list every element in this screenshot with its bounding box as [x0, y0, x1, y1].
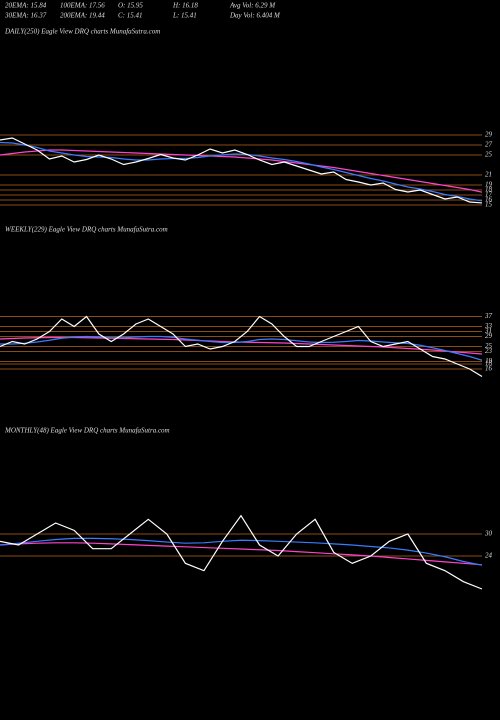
- stat-label: Avg Vol: 6.29 M: [229, 2, 276, 10]
- price-line: [0, 514, 483, 590]
- y-tick-label: 15: [485, 201, 493, 209]
- y-tick-label: 27: [485, 141, 493, 149]
- y-tick-label: 19: [485, 357, 493, 365]
- y-tick-label: 31: [484, 327, 492, 335]
- y-tick-label: 25: [485, 342, 493, 350]
- y-tick-label: 33: [484, 322, 493, 330]
- y-tick-label: 37: [484, 312, 493, 320]
- y-tick-label: 19: [485, 181, 493, 189]
- y-tick-label: 17: [485, 191, 493, 199]
- price-line: [0, 141, 483, 202]
- y-tick-label: 21: [485, 171, 492, 179]
- y-tick-label: 29: [485, 332, 493, 340]
- y-tick-label: 29: [485, 131, 493, 139]
- y-tick-label: 16: [485, 365, 493, 373]
- y-tick-label: 24: [485, 552, 493, 560]
- y-tick-label: 16: [485, 196, 493, 204]
- stat-label: H: 16.18: [172, 2, 198, 10]
- stat-label: O: 15.95: [118, 2, 143, 10]
- stat-label: L: 15.41: [172, 12, 197, 20]
- stat-label: Day Vol: 6.404 M: [229, 12, 281, 20]
- stat-label: 100EMA: 17.56: [60, 2, 105, 10]
- price-line: [0, 542, 483, 566]
- stat-label: 20EMA: 15.84: [5, 2, 47, 10]
- y-tick-label: 25: [485, 151, 493, 159]
- stat-label: 200EMA: 19.44: [60, 12, 105, 20]
- y-tick-label: 23: [485, 347, 493, 355]
- panel-title: DAILY(250) Eagle View DRQ charts MunafaS…: [4, 28, 160, 36]
- price-line: [0, 537, 483, 566]
- panel-title: WEEKLY(229) Eagle View DRQ charts Munafa…: [5, 226, 168, 234]
- price-line: [0, 315, 483, 378]
- panel-title: MONTHLY(48) Eagle View DRQ charts Munafa…: [4, 427, 170, 435]
- y-tick-label: 18: [485, 360, 493, 368]
- price-line: [0, 137, 483, 204]
- price-line: [0, 149, 483, 193]
- stat-label: C: 15.41: [118, 12, 143, 20]
- stat-label: 30EMA: 16.37: [4, 12, 47, 20]
- y-tick-label: 18: [485, 186, 493, 194]
- y-tick-label: 30: [484, 530, 493, 538]
